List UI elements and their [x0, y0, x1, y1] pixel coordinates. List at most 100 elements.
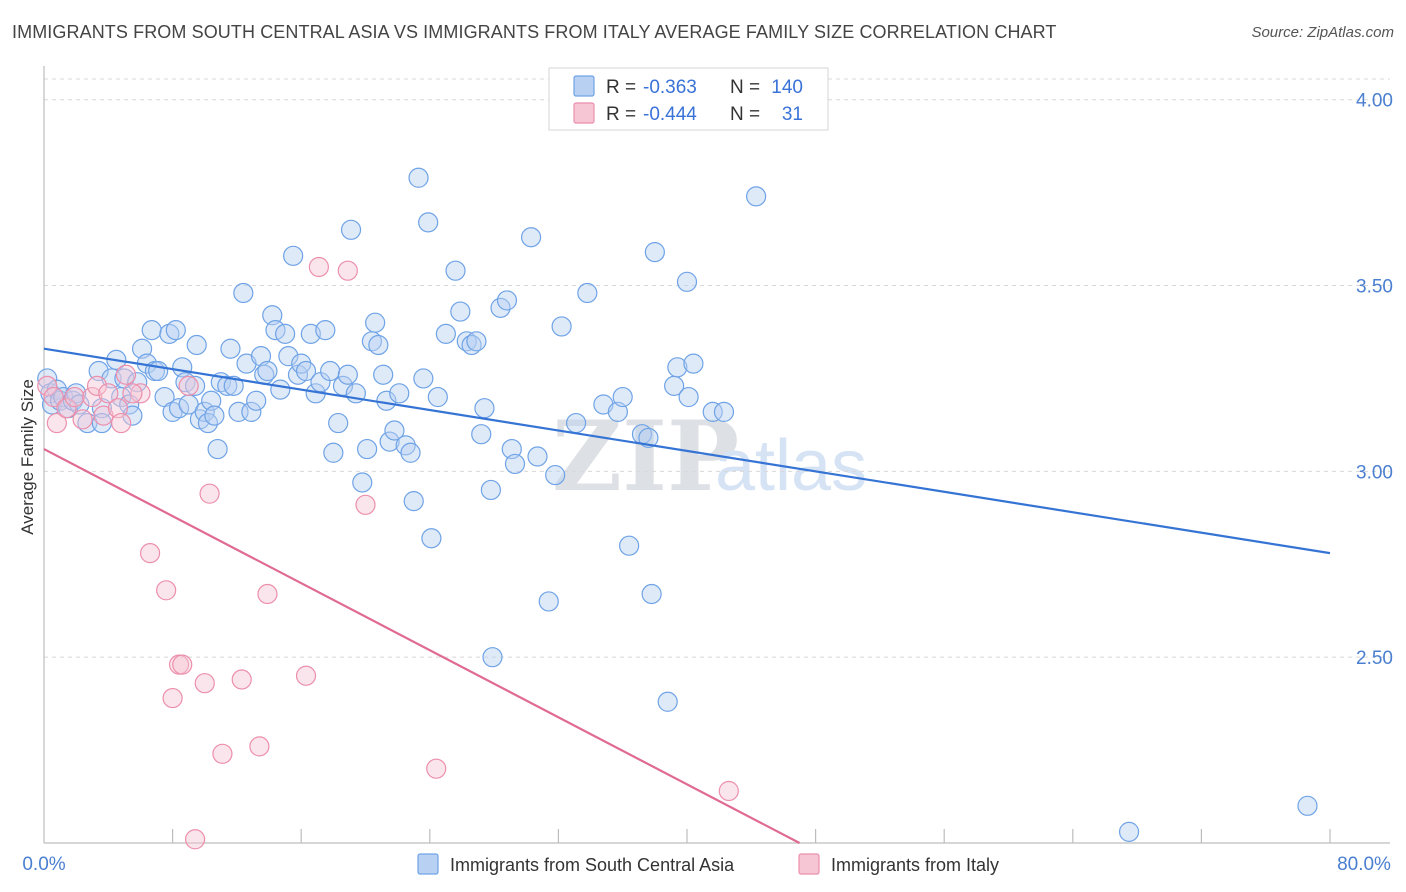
point-italy — [72, 409, 93, 430]
point-south-central-asia — [204, 405, 225, 426]
legend-n-label-pink: N = — [730, 104, 760, 125]
point-south-central-asia — [403, 490, 424, 512]
point-south-central-asia — [527, 446, 548, 467]
point-italy — [162, 687, 183, 709]
point-south-central-asia — [278, 346, 299, 367]
point-south-central-asia — [474, 398, 495, 419]
point-south-central-asia — [337, 364, 358, 385]
axes: 0.0% 80.0% — [22, 66, 1391, 875]
watermark-atlas: atlas — [715, 426, 867, 506]
point-italy — [122, 383, 143, 404]
point-south-central-asia — [217, 375, 238, 396]
y-tick-label: 4.00 — [1356, 91, 1393, 112]
legend-n-value-blue: 140 — [771, 77, 803, 98]
point-south-central-asia — [223, 375, 244, 396]
point-south-central-asia — [257, 360, 278, 382]
point-south-central-asia — [283, 245, 304, 266]
point-italy — [178, 375, 199, 396]
point-italy — [249, 736, 270, 757]
point-italy — [139, 543, 161, 564]
point-italy — [212, 743, 233, 764]
legend-r-value-pink: -0.444 — [643, 104, 697, 125]
point-south-central-asia — [450, 301, 471, 322]
point-italy — [355, 494, 376, 515]
point-south-central-asia — [131, 338, 153, 359]
watermark-zip: ZIP — [552, 400, 739, 513]
point-south-central-asia — [295, 360, 317, 382]
bottom-legend-swatch-pink — [798, 853, 820, 875]
point-italy — [194, 673, 215, 694]
point-italy — [257, 583, 278, 605]
trend-line-italy — [43, 448, 801, 844]
point-south-central-asia — [667, 357, 688, 378]
watermark: ZIP atlas — [552, 400, 867, 513]
point-south-central-asia — [676, 271, 698, 292]
point-south-central-asia — [141, 320, 162, 341]
point-south-central-asia — [641, 583, 662, 605]
point-south-central-asia — [445, 260, 466, 281]
point-south-central-asia — [427, 386, 448, 408]
point-south-central-asia — [466, 331, 487, 352]
bottom-legend: Immigrants from South Central Asia Immig… — [417, 853, 999, 875]
legend: R = -0.363 N = 140 R = -0.444 N = 31 — [548, 67, 829, 131]
point-south-central-asia — [1118, 821, 1140, 842]
point-italy — [37, 375, 58, 396]
point-south-central-asia — [657, 691, 678, 712]
point-south-central-asia — [270, 379, 291, 400]
point-italy — [337, 260, 358, 281]
point-italy — [43, 386, 64, 408]
point-italy — [64, 386, 85, 408]
point-south-central-asia — [373, 364, 394, 385]
legend-box — [548, 67, 829, 131]
point-south-central-asia — [368, 334, 389, 356]
point-south-central-asia — [233, 282, 254, 304]
source-credit: Source: ZipAtlas.com — [1251, 24, 1394, 41]
point-south-central-asia — [435, 323, 456, 344]
x-tick-label-min: 0.0% — [22, 854, 65, 875]
trend-line-south-central-asia — [43, 347, 1331, 555]
point-south-central-asia — [418, 212, 439, 233]
point-italy — [115, 364, 137, 385]
point-italy — [426, 758, 447, 779]
point-south-central-asia — [612, 386, 633, 408]
point-south-central-asia — [352, 472, 373, 493]
point-italy — [56, 398, 77, 419]
point-south-central-asia — [746, 186, 767, 207]
y-tick-label: 3.50 — [1356, 277, 1393, 298]
legend-n-value-pink: 31 — [782, 104, 803, 125]
point-south-central-asia — [644, 242, 665, 263]
point-south-central-asia — [538, 591, 559, 612]
y-tick-label: 3.00 — [1356, 462, 1393, 483]
point-south-central-asia — [315, 320, 336, 341]
point-south-central-asia — [365, 312, 386, 333]
point-south-central-asia — [384, 420, 405, 441]
bottom-legend-label-blue: Immigrants from South Central Asia — [450, 855, 735, 875]
point-south-central-asia — [638, 427, 659, 449]
point-south-central-asia — [520, 227, 542, 248]
point-south-central-asia — [504, 453, 526, 475]
point-south-central-asia — [565, 412, 587, 434]
point-south-central-asia — [702, 401, 723, 423]
point-italy — [82, 386, 103, 408]
point-italy — [107, 398, 129, 419]
point-italy — [308, 256, 329, 278]
point-south-central-asia — [496, 290, 518, 311]
point-south-central-asia — [400, 442, 421, 463]
point-south-central-asia — [357, 438, 378, 460]
chart-title: IMMIGRANTS FROM SOUTH CENTRAL ASIA VS IM… — [12, 22, 1057, 42]
point-south-central-asia — [186, 334, 207, 356]
point-south-central-asia — [683, 353, 704, 374]
point-south-central-asia — [246, 390, 267, 411]
point-south-central-asia — [421, 528, 442, 549]
point-south-central-asia — [545, 464, 566, 486]
legend-swatch-pink — [573, 102, 595, 124]
bottom-legend-label-pink: Immigrants from Italy — [831, 855, 999, 875]
point-south-central-asia — [320, 360, 341, 382]
point-south-central-asia — [323, 442, 344, 463]
point-south-central-asia — [275, 323, 296, 344]
point-south-central-asia — [471, 424, 492, 445]
point-italy — [199, 483, 220, 504]
point-south-central-asia — [127, 372, 148, 393]
point-south-central-asia — [678, 386, 699, 408]
point-south-central-asia — [482, 647, 503, 668]
